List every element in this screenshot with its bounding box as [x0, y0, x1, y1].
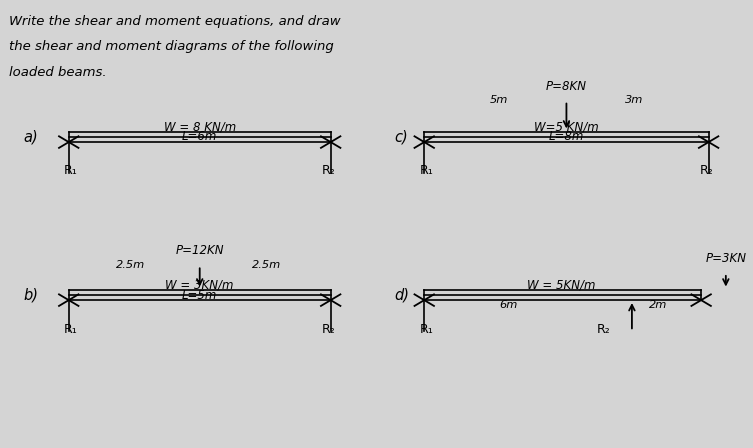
Text: W = 8 KN/m: W = 8 KN/m [163, 121, 236, 134]
Text: R₂: R₂ [322, 164, 335, 177]
Text: W=5 KN/m: W=5 KN/m [534, 121, 599, 134]
Text: 6m: 6m [499, 300, 518, 310]
Text: P=8KN: P=8KN [546, 80, 587, 93]
Text: R₂: R₂ [322, 323, 335, 336]
Text: Write the shear and moment equations, and draw: Write the shear and moment equations, an… [9, 15, 340, 28]
Text: P=3KN: P=3KN [706, 252, 746, 265]
Text: R₁: R₁ [419, 323, 434, 336]
Text: 2.5m: 2.5m [252, 260, 282, 270]
Text: R₁: R₁ [64, 323, 78, 336]
Text: R₁: R₁ [419, 164, 434, 177]
Text: L=6m: L=6m [182, 130, 218, 143]
Text: R₂: R₂ [597, 323, 611, 336]
Text: W = 5KN/m: W = 5KN/m [527, 279, 596, 292]
Text: 3m: 3m [624, 95, 643, 105]
Text: d): d) [395, 288, 410, 303]
Text: P=12KN: P=12KN [175, 245, 224, 258]
Text: 5m: 5m [490, 95, 508, 105]
Text: the shear and moment diagrams of the following: the shear and moment diagrams of the fol… [9, 40, 334, 53]
Text: loaded beams.: loaded beams. [9, 65, 106, 78]
Text: R₁: R₁ [64, 164, 78, 177]
Text: W = 3KN/m: W = 3KN/m [166, 279, 234, 292]
Text: L=5m: L=5m [182, 289, 218, 302]
Text: R₂: R₂ [700, 164, 713, 177]
Text: c): c) [395, 129, 408, 145]
Text: b): b) [24, 288, 39, 303]
Text: L=8m: L=8m [549, 130, 584, 143]
Text: a): a) [24, 129, 38, 145]
Text: 2m: 2m [649, 300, 668, 310]
Text: 2.5m: 2.5m [115, 260, 145, 270]
